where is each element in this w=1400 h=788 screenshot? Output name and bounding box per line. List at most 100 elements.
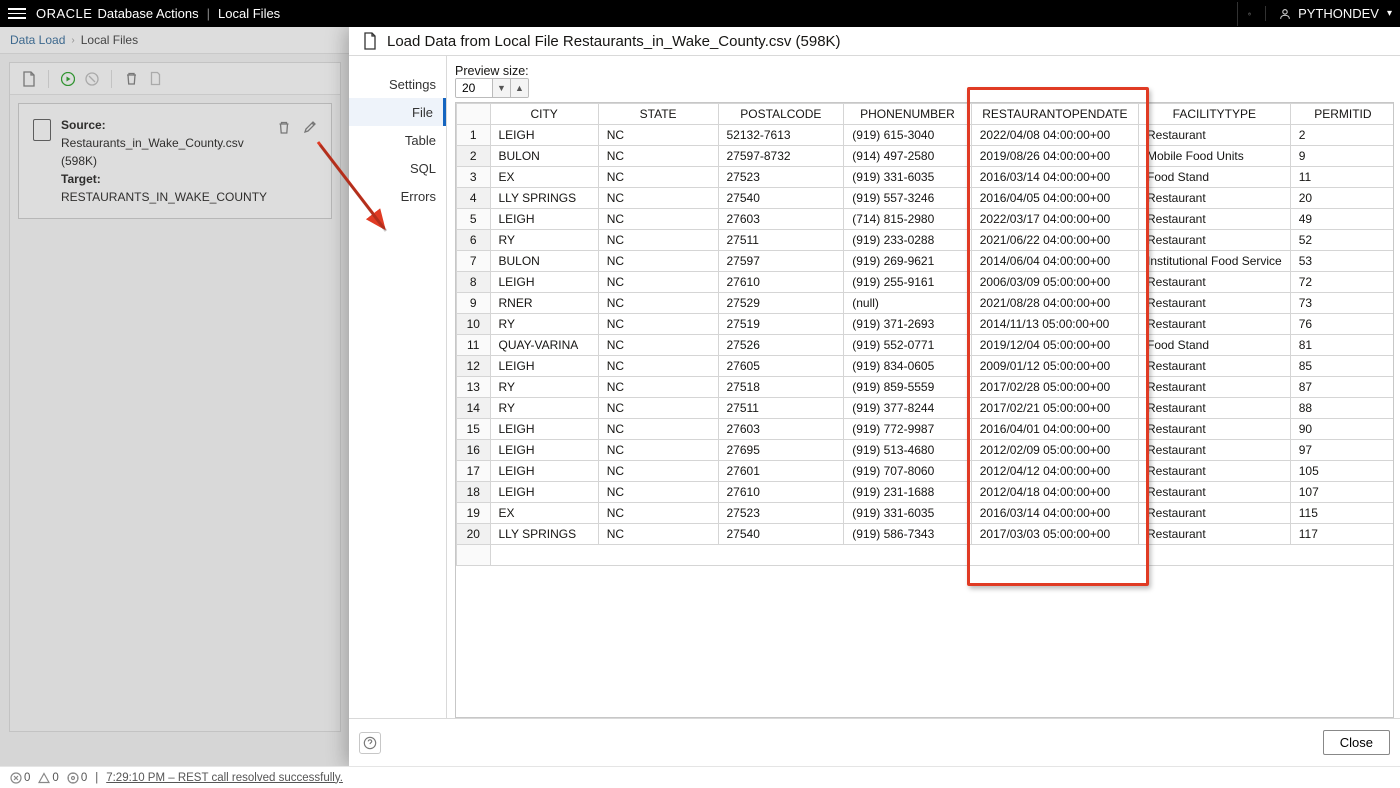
document-icon — [363, 32, 377, 50]
tab-sql[interactable]: SQL — [349, 154, 446, 182]
section-name: Local Files — [218, 6, 280, 21]
separator: | — [207, 6, 210, 21]
stop-icon[interactable] — [83, 70, 101, 88]
cell: 85 — [1290, 356, 1394, 377]
user-menu[interactable]: PYTHONDEV ▾ — [1265, 6, 1392, 21]
cell: 27605 — [718, 356, 844, 377]
drawer-footer: Close — [349, 718, 1400, 766]
spinner-up[interactable]: ▲ — [510, 79, 528, 97]
cell: NC — [598, 188, 718, 209]
table-row[interactable]: 1LEIGHNC52132-7613(919) 615-30402022/04/… — [457, 125, 1395, 146]
breadcrumb-sep: › — [71, 35, 74, 46]
row-number: 3 — [457, 167, 491, 188]
help-icon[interactable] — [1237, 2, 1261, 26]
breadcrumb-root[interactable]: Data Load — [10, 33, 65, 47]
cell: 27529 — [718, 293, 844, 314]
cell: Restaurant — [1138, 209, 1290, 230]
column-header[interactable]: FACILITYTYPE — [1138, 104, 1290, 125]
status-warn-count: 0 — [38, 772, 58, 784]
cell: 2014/11/13 05:00:00+00 — [971, 314, 1138, 335]
row-number: 10 — [457, 314, 491, 335]
target-value: RESTAURANTS_IN_WAKE_COUNTY — [61, 188, 267, 206]
table-row[interactable]: 3EXNC27523(919) 331-60352016/03/14 04:00… — [457, 167, 1395, 188]
drawer: Load Data from Local File Restaurants_in… — [349, 27, 1400, 766]
cell: 2014/06/04 04:00:00+00 — [971, 251, 1138, 272]
column-header[interactable]: PHONENUMBER — [844, 104, 972, 125]
run-icon[interactable] — [59, 70, 77, 88]
tab-settings[interactable]: Settings — [349, 70, 446, 98]
cell: 9 — [1290, 146, 1394, 167]
table-row[interactable]: 2BULONNC27597-8732(914) 497-25802019/08/… — [457, 146, 1395, 167]
preview-size-spinner[interactable]: ▼ ▲ — [455, 78, 529, 98]
tab-errors[interactable]: Errors — [349, 182, 446, 210]
cell: Restaurant — [1138, 419, 1290, 440]
table-row[interactable]: 5LEIGHNC27603(714) 815-29802022/03/17 04… — [457, 209, 1395, 230]
column-header[interactable]: POSTALCODE — [718, 104, 844, 125]
table-row[interactable]: 12LEIGHNC27605(919) 834-06052009/01/12 0… — [457, 356, 1395, 377]
cell: NC — [598, 230, 718, 251]
cell: 2016/03/14 04:00:00+00 — [971, 167, 1138, 188]
card-edit-icon[interactable] — [303, 120, 319, 136]
data-grid[interactable]: CITYSTATEPOSTALCODEPHONENUMBERRESTAURANT… — [455, 102, 1394, 718]
menu-icon[interactable] — [8, 8, 26, 19]
cell: NC — [598, 335, 718, 356]
cell: (919) 772-9987 — [844, 419, 972, 440]
column-header[interactable]: RESTAURANTOPENDATE — [971, 104, 1138, 125]
table-row[interactable]: 10RYNC27519(919) 371-26932014/11/13 05:0… — [457, 314, 1395, 335]
tab-table[interactable]: Table — [349, 126, 446, 154]
drawer-title: Load Data from Local File Restaurants_in… — [387, 33, 841, 50]
table-row[interactable]: 11QUAY-VARINANC27526(919) 552-07712019/1… — [457, 335, 1395, 356]
cell: EX — [490, 503, 598, 524]
cell: NC — [598, 503, 718, 524]
table-row[interactable]: 13RYNC27518(919) 859-55592017/02/28 05:0… — [457, 377, 1395, 398]
cell: RNER — [490, 293, 598, 314]
trash-icon[interactable] — [122, 70, 140, 88]
cell: 27597-8732 — [718, 146, 844, 167]
table-row[interactable]: 17LEIGHNC27601(919) 707-80602012/04/12 0… — [457, 461, 1395, 482]
cell: 2021/06/22 04:00:00+00 — [971, 230, 1138, 251]
column-header[interactable]: CITY — [490, 104, 598, 125]
status-message[interactable]: 7:29:10 PM – REST call resolved successf… — [106, 772, 343, 784]
status-info-count: 0 — [67, 772, 87, 784]
cell: Restaurant — [1138, 125, 1290, 146]
table-row[interactable]: 20LLY SPRINGSNC27540(919) 586-73432017/0… — [457, 524, 1395, 545]
topbar: ORACLE Database Actions | Local Files PY… — [0, 0, 1400, 27]
tab-file[interactable]: File — [349, 98, 446, 126]
column-header[interactable]: STATE — [598, 104, 718, 125]
cell: Food Stand — [1138, 335, 1290, 356]
cell: 27695 — [718, 440, 844, 461]
cell: (null) — [844, 293, 972, 314]
row-number: 4 — [457, 188, 491, 209]
cell: (919) 557-3246 — [844, 188, 972, 209]
preview-size-label: Preview size: — [455, 64, 1400, 78]
cell: 115 — [1290, 503, 1394, 524]
cell: (714) 815-2980 — [844, 209, 972, 230]
row-number: 13 — [457, 377, 491, 398]
spinner-down[interactable]: ▼ — [492, 79, 510, 97]
chevron-down-icon: ▾ — [1387, 8, 1392, 19]
table-row[interactable]: 8LEIGHNC27610(919) 255-91612006/03/09 05… — [457, 272, 1395, 293]
table-row[interactable]: 9RNERNC27529(null)2021/08/28 04:00:00+00… — [457, 293, 1395, 314]
table-row[interactable]: 18LEIGHNC27610(919) 231-16882012/04/18 0… — [457, 482, 1395, 503]
source-card[interactable]: Source: Restaurants_in_Wake_County.csv (… — [18, 103, 332, 219]
table-row[interactable]: 19EXNC27523(919) 331-60352016/03/14 04:0… — [457, 503, 1395, 524]
file-icon[interactable] — [20, 70, 38, 88]
cell: 72 — [1290, 272, 1394, 293]
table-row[interactable]: 15LEIGHNC27603(919) 772-99872016/04/01 0… — [457, 419, 1395, 440]
table-row[interactable]: 4LLY SPRINGSNC27540(919) 557-32462016/04… — [457, 188, 1395, 209]
table-row[interactable]: 14RYNC27511(919) 377-82442017/02/21 05:0… — [457, 398, 1395, 419]
cell: NC — [598, 524, 718, 545]
card-trash-icon[interactable] — [277, 120, 293, 136]
close-button[interactable]: Close — [1323, 730, 1390, 755]
table-row[interactable]: 6RYNC27511(919) 233-02882021/06/22 04:00… — [457, 230, 1395, 251]
help-button[interactable] — [359, 732, 381, 754]
source-label: Source: — [61, 118, 106, 132]
column-header[interactable]: PERMITID — [1290, 104, 1394, 125]
preview-size-input[interactable] — [456, 79, 492, 97]
doc-icon[interactable] — [146, 70, 164, 88]
cell: 90 — [1290, 419, 1394, 440]
table-row[interactable]: 7BULONNC27597(919) 269-96212014/06/04 04… — [457, 251, 1395, 272]
cell: 27610 — [718, 272, 844, 293]
table-row[interactable]: 16LEIGHNC27695(919) 513-46802012/02/09 0… — [457, 440, 1395, 461]
cell: (919) 377-8244 — [844, 398, 972, 419]
